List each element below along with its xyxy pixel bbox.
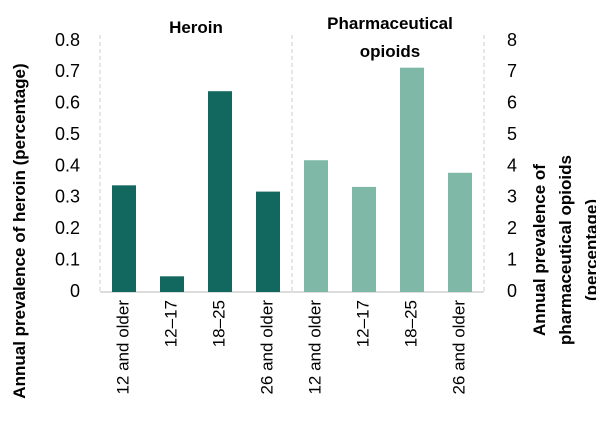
- bar: [448, 172, 472, 292]
- x-tick-label: 12 and older: [113, 300, 132, 395]
- y2-tick-label: 2: [507, 218, 517, 238]
- bar: [112, 185, 136, 292]
- bar: [400, 67, 424, 292]
- y-tick-label: 0.8: [55, 30, 80, 50]
- bar: [256, 191, 280, 292]
- bar: [304, 160, 328, 292]
- x-tick-label: 18–25: [401, 300, 420, 347]
- panel-title: Pharmaceutical opioids: [327, 14, 453, 61]
- bar: [352, 186, 376, 292]
- x-tick-label: 12–17: [161, 300, 180, 347]
- y2-tick-label: 5: [507, 124, 517, 144]
- y2-tick-label: 4: [507, 155, 517, 175]
- y2-tick-label: 3: [507, 187, 517, 207]
- y2-tick-label: 6: [507, 93, 517, 113]
- y-tick-label: 0.4: [55, 155, 80, 175]
- bar: [160, 276, 184, 292]
- y-tick-label: 0: [70, 281, 80, 301]
- y2-tick-label: 1: [507, 249, 517, 269]
- y-tick-label: 0.3: [55, 187, 80, 207]
- x-tick-label: 26 and older: [257, 300, 276, 395]
- y2-tick-label: 8: [507, 30, 517, 50]
- x-tick-label: 26 and older: [449, 300, 468, 395]
- y2-tick-label: 0: [507, 281, 517, 301]
- y-tick-label: 0.1: [55, 249, 80, 269]
- y-tick-label: 0.5: [55, 124, 80, 144]
- y-tick-label: 0.6: [55, 93, 80, 113]
- y2-tick-label: 7: [507, 61, 517, 81]
- x-tick-label: 12–17: [353, 300, 372, 347]
- x-tick-label: 12 and older: [305, 300, 324, 395]
- panel-title: Heroin: [169, 18, 223, 37]
- y2-axis-label: Annual prevalence of pharmaceutical opio…: [530, 155, 596, 345]
- y-axis-label: Annual prevalence of heroin (percentage): [10, 63, 29, 399]
- bar: [208, 91, 232, 292]
- y-tick-label: 0.7: [55, 61, 80, 81]
- y-tick-label: 0.2: [55, 218, 80, 238]
- x-tick-label: 18–25: [209, 300, 228, 347]
